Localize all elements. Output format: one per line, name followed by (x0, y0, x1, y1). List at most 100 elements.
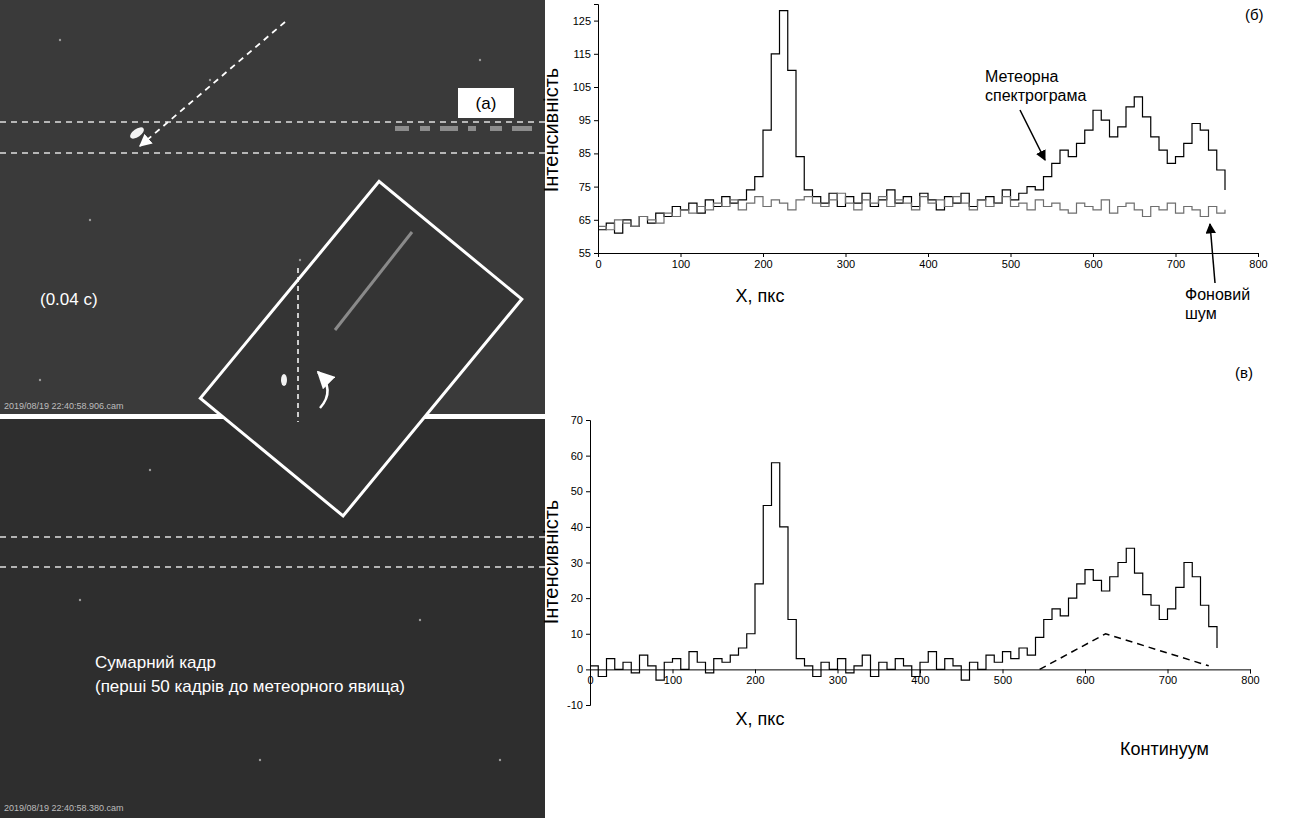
tick-mark (673, 669, 674, 673)
slit-line (0, 121, 545, 123)
x-axis-tick: 700 (1167, 253, 1185, 270)
tick-label: 85 (579, 147, 591, 159)
x-axis-tick: 400 (919, 253, 937, 270)
x-axis-tick: 600 (1076, 669, 1094, 686)
tick-label: 600 (1076, 674, 1094, 686)
inset-meteor (281, 374, 287, 386)
tick-label: 30 (571, 557, 583, 569)
y-axis-tick: 105 (573, 81, 598, 93)
tick-label: 500 (1002, 258, 1020, 270)
inset-axis (297, 268, 299, 422)
tick-label: 55 (579, 247, 591, 259)
tick-label: 10 (571, 628, 583, 640)
star (499, 759, 501, 761)
y-axis-tick: 85 (579, 147, 598, 159)
tick-mark (1003, 669, 1004, 673)
y-axis-tick: 30 (571, 557, 590, 569)
tick-mark (755, 669, 756, 673)
tick-label: 100 (672, 258, 690, 270)
image-panel: (a)(0.04 с)2019/08/19 22:40:58.906.camСу… (0, 0, 545, 818)
star (209, 79, 211, 81)
x-axis-tick: 400 (911, 669, 929, 686)
timestamp: 2019/08/19 22:40:58.906.cam (4, 401, 124, 411)
x-axis-tick: 0 (595, 253, 601, 270)
tick-mark (594, 153, 598, 154)
x-axis-tick: 100 (664, 669, 682, 686)
tick-label: 200 (754, 258, 772, 270)
tick-label: 300 (829, 674, 847, 686)
label-box (458, 88, 514, 118)
tick-label: 125 (573, 15, 591, 27)
tick-mark (586, 420, 590, 421)
annotation-arrow (1020, 110, 1045, 160)
tick-label: -10 (567, 699, 583, 711)
tick-mark (586, 491, 590, 492)
x-axis-tick: 100 (672, 253, 690, 270)
star (479, 59, 481, 61)
tick-mark (586, 669, 590, 670)
tick-mark (920, 669, 921, 673)
tick-mark (586, 527, 590, 528)
tick-label: 700 (1167, 258, 1185, 270)
tick-mark (594, 87, 598, 88)
inset-streak (335, 232, 412, 330)
spectrum-streak (420, 126, 430, 131)
tick-mark (586, 705, 590, 706)
tick-label: 0 (577, 663, 583, 675)
tick-mark (594, 21, 598, 22)
chart: 0100200300400500600700800-10010203040506… (540, 364, 1260, 759)
y-axis-tick: 20 (571, 592, 590, 604)
tick-label: 115 (573, 48, 591, 60)
tick-label: 200 (746, 674, 764, 686)
spectrum-streak (512, 126, 532, 131)
trajectory-arrow (140, 22, 285, 146)
annotation: Континуум (1120, 739, 1209, 759)
tick-mark (594, 187, 598, 188)
y-axis-tick: 75 (579, 181, 598, 193)
x-axis-tick: 600 (1084, 253, 1102, 270)
tick-mark (586, 456, 590, 457)
tick-label: 600 (1084, 258, 1102, 270)
chart: 0100200300400500600700800556575859510511… (540, 5, 1268, 323)
tick-mark (1250, 669, 1251, 673)
tick-label: 105 (573, 81, 591, 93)
plot-area (590, 463, 1217, 680)
y-axis-title: Інтенсивність (540, 500, 562, 625)
x-axis-title: X, пкс (736, 709, 785, 729)
y-axis-tick: 0 (577, 663, 590, 675)
y-axis-tick: 125 (573, 15, 598, 27)
sum-frame (0, 419, 545, 818)
figure: (a)(0.04 с)2019/08/19 22:40:58.906.camСу… (0, 0, 1303, 818)
tick-label: 65 (579, 214, 591, 226)
tick-label: 70 (571, 414, 583, 426)
tick-label: 700 (1159, 674, 1177, 686)
y-axis-tick: 50 (571, 485, 590, 497)
caption: Сумарний кадр (95, 653, 216, 672)
tick-label: 400 (911, 674, 929, 686)
tick-label: 800 (1241, 674, 1259, 686)
y-axis-tick: 70 (571, 414, 590, 426)
tick-mark (1258, 253, 1259, 257)
spectrum-streak (395, 126, 409, 131)
slit-line (0, 566, 545, 568)
spectrum-streak (490, 126, 502, 131)
tick-label: 50 (571, 485, 583, 497)
x-axis: 0100200300400500600700800 (587, 669, 1259, 686)
star (39, 379, 41, 381)
timestamp: 2019/08/19 22:40:58.380.cam (4, 803, 124, 813)
slit-line (0, 536, 545, 538)
caption: (перші 50 кадрів до метеорного явища) (95, 677, 405, 696)
x-axis-title: X, пкс (736, 286, 785, 306)
inset-frame (200, 181, 521, 516)
tick-label: 0 (595, 258, 601, 270)
x-axis-tick: 300 (837, 253, 855, 270)
series-line (598, 193, 1225, 230)
panel-label: (a) (476, 94, 497, 113)
tick-label: 60 (571, 450, 583, 462)
annotation: Фоновийшум (1185, 286, 1250, 322)
tick-mark (1168, 669, 1169, 673)
x-axis-tick: 200 (746, 669, 764, 686)
x-axis-tick: 500 (994, 669, 1012, 686)
spectrum-streak (468, 126, 476, 131)
y-axis-title: Інтенсивність (540, 68, 562, 193)
